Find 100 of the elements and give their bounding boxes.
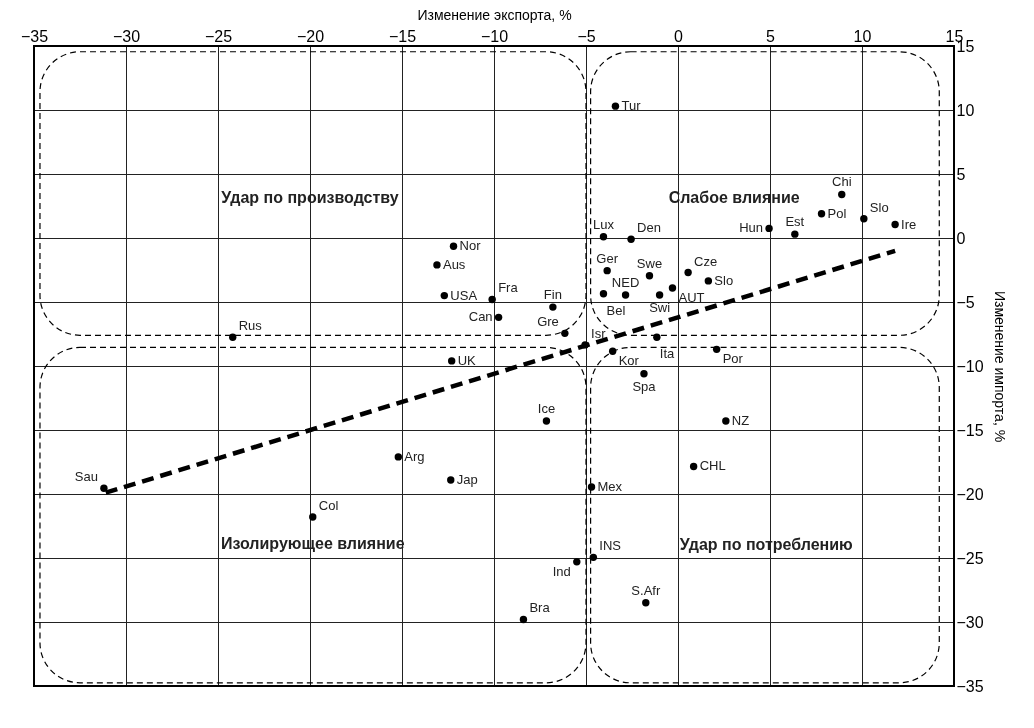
point xyxy=(765,224,773,233)
series-label: Ind xyxy=(552,563,571,579)
point xyxy=(599,233,608,241)
point xyxy=(447,357,456,365)
point xyxy=(589,553,598,562)
series-label: Ger xyxy=(596,250,619,266)
y-tick-label: −20 xyxy=(956,485,984,503)
point xyxy=(655,291,664,299)
series-label: Ita xyxy=(659,346,676,362)
y-tick-label: −35 xyxy=(956,677,984,695)
x-axis-title: Изменение экспорта, % xyxy=(417,6,572,23)
series-label: Mex xyxy=(597,478,623,494)
series-label: Swe xyxy=(636,255,663,271)
point xyxy=(704,277,713,285)
x-tick-label: 10 xyxy=(853,27,872,45)
series-label: Fra xyxy=(498,280,519,296)
y-tick-label: −30 xyxy=(956,613,984,631)
series-label: Jap xyxy=(456,471,478,487)
point xyxy=(449,242,458,251)
series-label: Cze xyxy=(694,253,718,269)
x-tick-label: −25 xyxy=(204,27,233,45)
series-label: Lux xyxy=(593,216,615,232)
series-label: CHL xyxy=(699,458,726,474)
point xyxy=(494,313,503,322)
point xyxy=(712,345,721,354)
point xyxy=(791,230,799,238)
series-label: NED xyxy=(611,274,640,290)
x-tick-label: −10 xyxy=(480,27,509,45)
x-tick-label: −30 xyxy=(112,27,141,45)
y-tick-label: −10 xyxy=(956,357,984,375)
point xyxy=(642,599,650,607)
y-tick-label: −25 xyxy=(956,549,984,567)
series-label: Col xyxy=(318,498,339,514)
series-label: Nor xyxy=(459,238,482,254)
series-label: Est xyxy=(785,214,805,230)
point xyxy=(621,291,630,299)
series-label: UK xyxy=(457,352,477,368)
series-label: Gre xyxy=(537,314,559,330)
x-tick-label: −15 xyxy=(388,27,417,45)
series-label: USA xyxy=(450,287,478,303)
point xyxy=(549,303,557,311)
point xyxy=(603,266,611,275)
series-label: Sau xyxy=(74,469,98,485)
point xyxy=(684,268,692,277)
point xyxy=(447,476,455,484)
series-label: Slo xyxy=(714,272,734,288)
point xyxy=(645,272,654,280)
y-tick-label: 10 xyxy=(956,101,975,119)
x-tick-label: 0 xyxy=(674,27,684,45)
series-label: Isr xyxy=(591,325,607,341)
series-label: Ire xyxy=(901,216,917,232)
y-tick-label: −15 xyxy=(956,421,984,439)
series-label: Rus xyxy=(238,318,263,334)
series-label: Aus xyxy=(442,256,466,272)
x-tick-label: −35 xyxy=(20,27,49,45)
point xyxy=(891,220,899,229)
point xyxy=(599,289,608,298)
series-label: INS xyxy=(599,538,622,554)
series-label: Bra xyxy=(529,600,551,616)
series-label: Slo xyxy=(869,199,889,215)
point xyxy=(581,341,589,349)
point xyxy=(627,235,635,243)
y-tick-label: −5 xyxy=(956,293,975,311)
point xyxy=(611,102,620,110)
point xyxy=(519,615,528,624)
point xyxy=(394,453,403,461)
point xyxy=(817,209,826,218)
point xyxy=(689,462,698,471)
series-label: Arg xyxy=(404,448,425,464)
point xyxy=(229,333,237,341)
point xyxy=(100,484,108,492)
x-tick-label: 5 xyxy=(766,27,776,45)
point xyxy=(488,295,496,304)
series-label: Spa xyxy=(632,378,657,394)
series-label: Swi xyxy=(649,299,671,315)
point xyxy=(309,513,317,521)
y-tick-label: 5 xyxy=(956,165,966,183)
point xyxy=(653,333,661,341)
series-label: Kor xyxy=(618,353,640,369)
series-label: Bel xyxy=(606,302,626,318)
point xyxy=(561,329,569,338)
point xyxy=(542,417,551,425)
point xyxy=(860,215,868,223)
point xyxy=(573,558,581,566)
point xyxy=(440,291,449,300)
series-label: Por xyxy=(722,351,744,367)
point xyxy=(838,190,846,199)
point xyxy=(722,417,730,425)
series-label: Hun xyxy=(739,220,764,236)
series-label: Can xyxy=(468,309,493,325)
series-label: S.Afr xyxy=(631,582,661,598)
series-label: Ice xyxy=(537,401,556,417)
series-label: Den xyxy=(637,220,661,236)
series-label: Chi xyxy=(832,174,852,190)
point xyxy=(668,284,677,292)
point xyxy=(587,483,596,491)
point xyxy=(433,261,441,269)
x-tick-label: −20 xyxy=(296,27,325,45)
series-label: Pol xyxy=(827,205,847,221)
series-label: Fin xyxy=(543,287,562,303)
